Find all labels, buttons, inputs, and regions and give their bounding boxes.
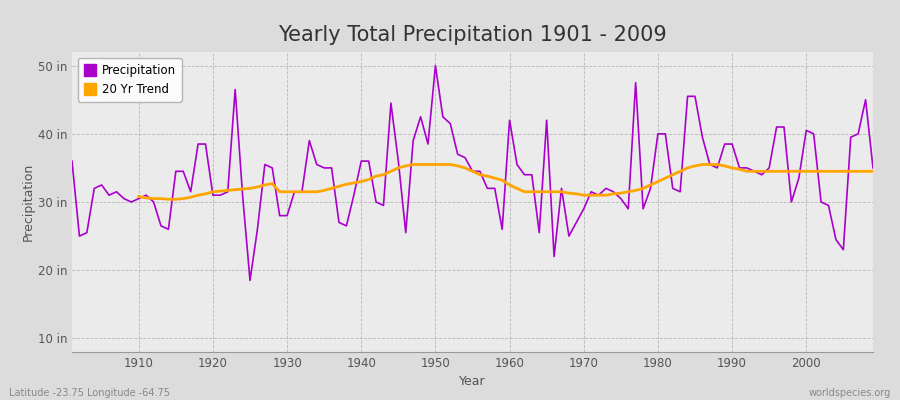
Legend: Precipitation, 20 Yr Trend: Precipitation, 20 Yr Trend — [78, 58, 182, 102]
X-axis label: Year: Year — [459, 376, 486, 388]
Text: Latitude -23.75 Longitude -64.75: Latitude -23.75 Longitude -64.75 — [9, 388, 170, 398]
Title: Yearly Total Precipitation 1901 - 2009: Yearly Total Precipitation 1901 - 2009 — [278, 25, 667, 45]
Text: worldspecies.org: worldspecies.org — [809, 388, 891, 398]
Y-axis label: Precipitation: Precipitation — [22, 163, 35, 241]
